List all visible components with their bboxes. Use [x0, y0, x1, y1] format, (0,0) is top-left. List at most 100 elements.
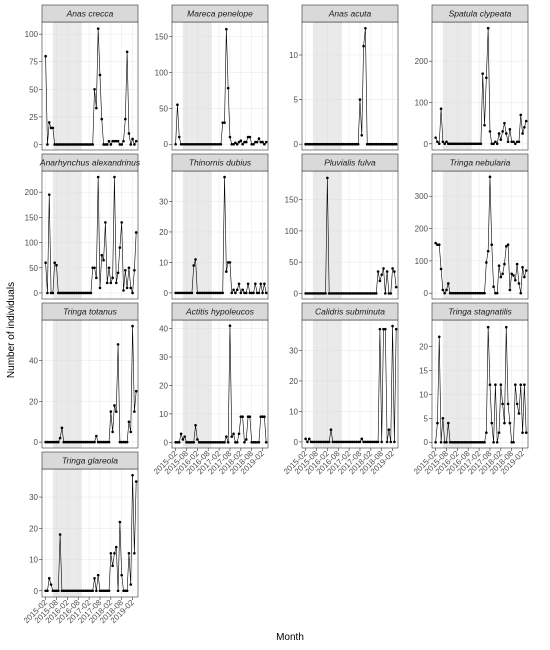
- data-point: [84, 291, 87, 295]
- data-point: [521, 431, 524, 434]
- data-point: [335, 292, 338, 295]
- data-point: [122, 440, 125, 444]
- y-tick-label: 30: [29, 493, 38, 502]
- data-point: [327, 440, 331, 444]
- data-point: [391, 142, 394, 146]
- data-point: [497, 264, 501, 268]
- y-tick-label: 10: [159, 410, 168, 419]
- data-point: [250, 441, 253, 444]
- x-axis-title: Month: [276, 632, 304, 643]
- data-point: [347, 292, 351, 295]
- y-tick-label: 10: [289, 51, 298, 60]
- data-point: [376, 270, 380, 273]
- y-tick-label: 0: [34, 140, 39, 149]
- data-point: [322, 292, 326, 295]
- strip: [431, 302, 529, 321]
- data-point: [122, 589, 125, 593]
- data-point: [75, 440, 78, 444]
- data-point: [113, 175, 116, 179]
- data-point: [259, 140, 263, 144]
- data-point: [197, 441, 201, 444]
- data-point: [434, 440, 437, 444]
- data-point: [495, 291, 499, 295]
- data-point: [514, 383, 517, 387]
- shaded-period: [312, 22, 342, 150]
- data-point: [221, 291, 225, 295]
- data-point: [125, 440, 129, 444]
- data-point: [102, 258, 105, 262]
- data-point: [183, 291, 186, 295]
- data-point: [369, 292, 373, 295]
- data-point: [441, 140, 445, 144]
- data-point: [206, 142, 210, 146]
- data-point: [109, 143, 113, 146]
- data-point: [367, 292, 371, 295]
- data-point: [351, 440, 355, 444]
- data-point: [445, 140, 448, 144]
- y-tick-label: 0: [424, 289, 429, 298]
- data-point: [205, 142, 208, 146]
- data-point: [519, 291, 523, 295]
- panel: Anas crecca 0 25 50 75 100: [25, 4, 139, 151]
- data-point: [235, 441, 239, 444]
- data-point: [504, 325, 508, 329]
- data-point: [514, 278, 517, 282]
- data-point: [385, 440, 389, 444]
- data-point: [185, 291, 188, 295]
- data-point: [450, 142, 454, 146]
- data-point: [124, 268, 127, 272]
- data-point: [441, 288, 445, 292]
- data-point: [304, 437, 307, 441]
- data-point: [118, 246, 122, 249]
- data-point: [215, 291, 219, 295]
- data-point: [356, 440, 360, 444]
- data-point: [490, 421, 494, 425]
- data-point: [199, 441, 203, 444]
- data-point: [263, 415, 266, 419]
- data-point: [127, 132, 131, 135]
- data-point: [475, 440, 479, 444]
- data-point: [373, 292, 376, 295]
- data-point: [508, 128, 512, 131]
- data-point: [497, 431, 501, 434]
- data-point: [234, 141, 237, 145]
- data-point: [127, 420, 131, 424]
- data-point: [465, 291, 468, 295]
- data-point: [177, 135, 181, 139]
- data-point: [80, 440, 84, 444]
- data-point: [338, 142, 342, 146]
- data-point: [194, 142, 197, 146]
- data-point: [98, 440, 102, 444]
- data-point: [501, 130, 504, 133]
- data-point: [514, 142, 517, 146]
- data-point: [176, 441, 179, 444]
- data-point: [67, 589, 71, 593]
- data-point: [506, 402, 510, 406]
- data-point: [479, 440, 483, 444]
- data-point: [241, 415, 244, 419]
- data-point: [459, 440, 463, 444]
- data-point: [472, 440, 475, 444]
- data-point: [374, 440, 378, 444]
- data-point: [82, 291, 85, 295]
- y-tick-label: 5: [424, 414, 429, 423]
- data-point: [196, 291, 199, 295]
- data-point: [71, 291, 75, 295]
- data-point: [243, 441, 246, 444]
- data-point: [488, 175, 492, 179]
- data-point: [190, 441, 194, 444]
- data-point: [340, 292, 344, 295]
- data-point: [452, 291, 456, 295]
- data-point: [129, 286, 133, 290]
- data-point: [107, 589, 111, 593]
- data-point: [439, 440, 443, 444]
- data-point: [71, 440, 75, 444]
- data-point: [329, 428, 333, 432]
- panel-title: Spatula clypeata: [449, 9, 512, 19]
- data-point: [95, 106, 98, 110]
- data-point: [443, 440, 446, 444]
- y-tick-label: 150: [285, 196, 299, 205]
- data-point: [55, 143, 58, 146]
- data-point: [206, 441, 210, 444]
